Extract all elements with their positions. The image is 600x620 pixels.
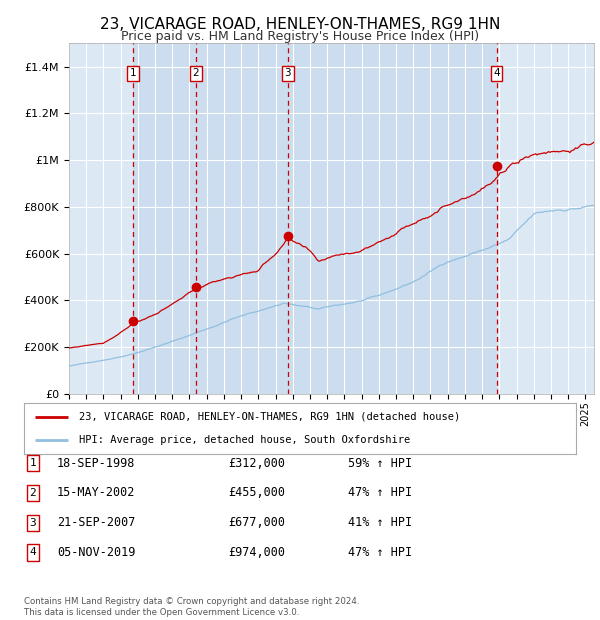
Text: Price paid vs. HM Land Registry's House Price Index (HPI): Price paid vs. HM Land Registry's House … [121, 30, 479, 43]
Text: 21-SEP-2007: 21-SEP-2007 [57, 516, 136, 529]
Text: 05-NOV-2019: 05-NOV-2019 [57, 546, 136, 559]
Text: 23, VICARAGE ROAD, HENLEY-ON-THAMES, RG9 1HN (detached house): 23, VICARAGE ROAD, HENLEY-ON-THAMES, RG9… [79, 412, 460, 422]
Text: 47% ↑ HPI: 47% ↑ HPI [348, 546, 412, 559]
Text: £974,000: £974,000 [228, 546, 285, 559]
Text: 2: 2 [193, 68, 199, 78]
Text: Contains HM Land Registry data © Crown copyright and database right 2024.
This d: Contains HM Land Registry data © Crown c… [24, 598, 359, 617]
Text: 1: 1 [130, 68, 136, 78]
Text: 23, VICARAGE ROAD, HENLEY-ON-THAMES, RG9 1HN: 23, VICARAGE ROAD, HENLEY-ON-THAMES, RG9… [100, 17, 500, 32]
Text: 59% ↑ HPI: 59% ↑ HPI [348, 457, 412, 469]
Text: 3: 3 [284, 68, 291, 78]
Text: 41% ↑ HPI: 41% ↑ HPI [348, 516, 412, 529]
Text: 2: 2 [29, 488, 37, 498]
Text: 4: 4 [29, 547, 37, 557]
Text: 4: 4 [493, 68, 500, 78]
Text: £677,000: £677,000 [228, 516, 285, 529]
Text: 1: 1 [29, 458, 37, 468]
Bar [288, 43, 497, 394]
Text: 15-MAY-2002: 15-MAY-2002 [57, 487, 136, 499]
Text: 18-SEP-1998: 18-SEP-1998 [57, 457, 136, 469]
Text: 3: 3 [29, 518, 37, 528]
Text: £312,000: £312,000 [228, 457, 285, 469]
Bar [196, 43, 288, 394]
Bar [133, 43, 196, 394]
Text: 47% ↑ HPI: 47% ↑ HPI [348, 487, 412, 499]
Text: £455,000: £455,000 [228, 487, 285, 499]
Text: HPI: Average price, detached house, South Oxfordshire: HPI: Average price, detached house, Sout… [79, 435, 410, 445]
